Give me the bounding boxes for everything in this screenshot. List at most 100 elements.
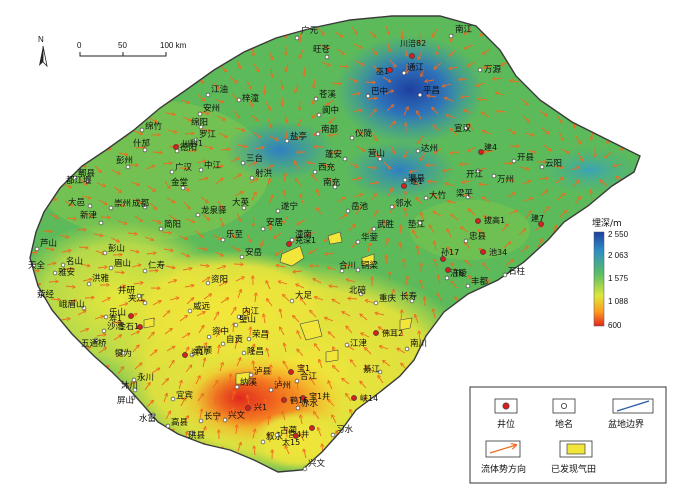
flow-arrow [180, 398, 185, 407]
flow-arrow [606, 245, 607, 255]
flow-arrow [338, 66, 348, 67]
flow-arrow [574, 50, 577, 60]
place-label: 荣昌 [252, 329, 269, 340]
flow-arrow [220, 149, 230, 150]
flow-arrow [328, 332, 336, 339]
place-dot [236, 314, 242, 320]
flow-arrow [542, 207, 550, 214]
flow-arrow [282, 96, 283, 106]
place-label: 阆中 [322, 105, 339, 116]
place-dot [31, 262, 37, 268]
flow-arrow [519, 166, 529, 169]
place-label: 泸州 [274, 380, 291, 391]
flow-arrow [149, 350, 157, 357]
flow-arrow [468, 146, 477, 151]
place-dot [295, 405, 301, 411]
flow-arrow [502, 163, 512, 164]
flow-arrow [552, 80, 556, 90]
place-label: 武胜 [377, 219, 395, 230]
flow-arrow [437, 447, 443, 455]
flow-arrow [585, 224, 587, 234]
flow-arrow [65, 433, 73, 440]
flow-arrow [61, 98, 71, 101]
flow-arrow [45, 331, 55, 333]
flow-arrow [522, 115, 529, 122]
flow-arrow [404, 447, 409, 456]
flow-arrow [116, 436, 123, 443]
flow-arrow [536, 308, 542, 316]
flow-arrow [101, 298, 110, 303]
flow-arrow [234, 340, 237, 350]
flow-arrow [442, 83, 452, 86]
flow-arrow [220, 298, 228, 304]
flow-arrow [443, 168, 453, 171]
place-dot [358, 291, 364, 297]
flow-arrow [62, 30, 70, 37]
flow-arrow [415, 419, 422, 426]
scale-tick-50: 50 [118, 41, 127, 50]
flow-arrow [537, 239, 542, 248]
flow-arrow [284, 343, 287, 353]
flow-arrow [196, 312, 205, 317]
flow-arrow [521, 330, 527, 338]
gas-field [235, 371, 251, 385]
place-label: 大英 [232, 197, 250, 208]
flow-arrow [618, 194, 627, 199]
flow-arrow [300, 100, 301, 110]
place-label: 彭州 [116, 155, 133, 166]
flow-arrow [310, 378, 316, 386]
well-label: 池34 [489, 247, 507, 257]
place-legend-icon [561, 402, 568, 409]
place-label: 屏山 [117, 395, 134, 406]
flow-arrow [295, 161, 300, 170]
flow-arrow [270, 220, 271, 230]
flow-arrow [161, 379, 168, 386]
place-dot [195, 212, 201, 218]
flow-arrow [268, 433, 270, 443]
flow-arrow [388, 121, 395, 129]
place-dot [342, 156, 348, 162]
flow-arrow [111, 322, 121, 323]
flow-arrow [148, 117, 157, 122]
well-label: 兴1 [254, 403, 267, 412]
flow-arrow [216, 414, 220, 423]
place-label: 新津 [80, 210, 98, 221]
place-dot [52, 270, 58, 276]
flow-arrow [218, 345, 219, 355]
flow-arrow [451, 434, 458, 442]
flow-arrow [300, 298, 307, 306]
place-label: 大竹 [429, 190, 447, 201]
flow-arrow [32, 65, 41, 71]
flow-arrow [129, 249, 139, 252]
flow-arrow [613, 163, 623, 166]
place-dot [401, 70, 407, 76]
place-label: 云阳 [545, 159, 562, 169]
flow-arrow [296, 134, 305, 139]
flow-arrow [525, 363, 530, 372]
flow-arrow [64, 200, 73, 206]
place-dot [248, 372, 254, 378]
flow-arrow [233, 110, 240, 118]
flow-arrow [219, 363, 223, 372]
place-label: 泸县 [254, 366, 272, 377]
flow-arrow [84, 444, 90, 452]
well-dot [245, 405, 251, 411]
place-label: 丰都 [471, 276, 489, 287]
flow-arrow [168, 61, 177, 66]
flow-arrow [64, 350, 73, 355]
flow-arrow [543, 59, 545, 69]
flow-arrow [79, 178, 87, 185]
well-label: 宝1井 [309, 391, 330, 401]
flow-arrow [538, 178, 548, 179]
flow-arrow [66, 369, 76, 372]
flow-arrow [216, 115, 225, 120]
flow-arrow [63, 115, 72, 119]
place-dot [234, 384, 240, 390]
flow-arrow [400, 242, 403, 252]
flow-arrow [601, 83, 605, 92]
place-dot [313, 96, 319, 102]
flow-arrow [327, 267, 337, 271]
flow-arrow [118, 152, 128, 155]
flow-arrow [461, 227, 469, 233]
flow-arrow [237, 144, 247, 147]
